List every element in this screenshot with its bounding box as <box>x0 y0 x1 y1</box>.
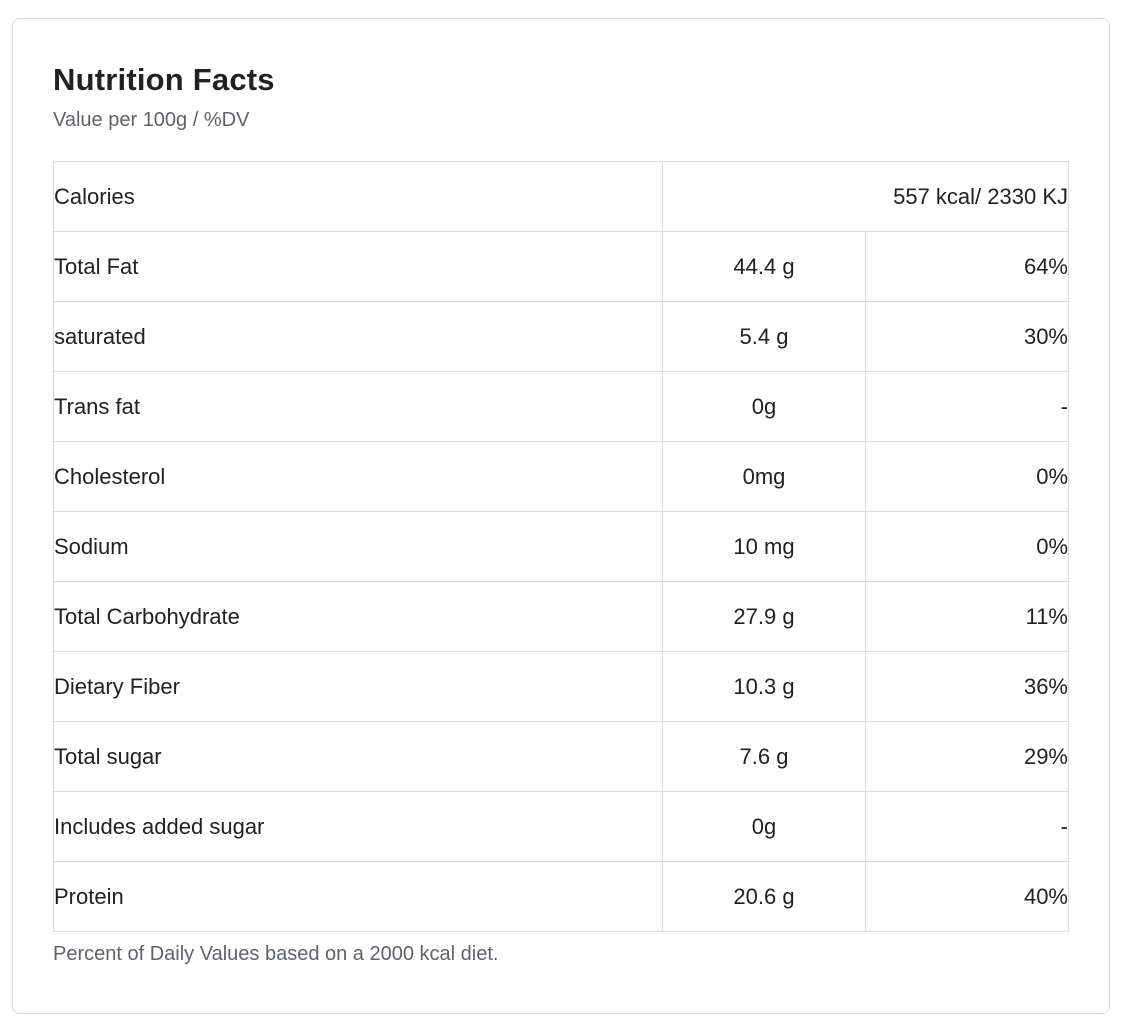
row-value: 5.4 g <box>662 301 866 372</box>
table-row: Total Fat 44.4 g 64% <box>53 231 1069 302</box>
row-dv: 40% <box>865 861 1069 932</box>
row-value: 10 mg <box>662 511 866 582</box>
row-label: Trans fat <box>53 371 663 442</box>
page-title: Nutrition Facts <box>53 62 275 97</box>
table-row: Sodium 10 mg 0% <box>53 511 1069 582</box>
table-row: Protein 20.6 g 40% <box>53 861 1069 932</box>
nutrient-rows: Calories 557 kcal/ 2330 KJ Total Fat 44.… <box>53 161 1069 932</box>
table-row: Total Carbohydrate 27.9 g 11% <box>53 581 1069 652</box>
row-label: Total Fat <box>53 231 663 302</box>
nutrition-table: Calories 557 kcal/ 2330 KJ Total Fat 44.… <box>53 161 1069 932</box>
row-value: 20.6 g <box>662 861 866 932</box>
row-value: 27.9 g <box>662 581 866 652</box>
calories-value: 557 kcal/ 2330 KJ <box>662 161 1069 232</box>
row-dv: 29% <box>865 721 1069 792</box>
row-dv: 64% <box>865 231 1069 302</box>
table-row: Dietary Fiber 10.3 g 36% <box>53 651 1069 722</box>
row-value: 0g <box>662 791 866 862</box>
table-row: saturated 5.4 g 30% <box>53 301 1069 372</box>
row-label: Includes added sugar <box>53 791 663 862</box>
row-label: Cholesterol <box>53 441 663 512</box>
table-row: Includes added sugar 0g - <box>53 791 1069 862</box>
row-label: Dietary Fiber <box>53 651 663 722</box>
row-value: 10.3 g <box>662 651 866 722</box>
row-dv: 0% <box>865 511 1069 582</box>
daily-values-footnote: Percent of Daily Values based on a 2000 … <box>53 943 499 965</box>
row-value: 44.4 g <box>662 231 866 302</box>
page-subtitle: Value per 100g / %DV <box>53 109 250 131</box>
row-dv: 0% <box>865 441 1069 512</box>
row-value: 0g <box>662 371 866 442</box>
nutrition-facts-card: Nutrition Facts Value per 100g / %DV Cal… <box>12 18 1110 1014</box>
row-label: Sodium <box>53 511 663 582</box>
row-label: Total Carbohydrate <box>53 581 663 652</box>
row-dv: - <box>865 791 1069 862</box>
row-value: 7.6 g <box>662 721 866 792</box>
table-row: Trans fat 0g - <box>53 371 1069 442</box>
row-dv: 36% <box>865 651 1069 722</box>
calories-row: Calories 557 kcal/ 2330 KJ <box>53 161 1069 232</box>
row-dv: 30% <box>865 301 1069 372</box>
row-label: Calories <box>53 161 663 232</box>
row-label: saturated <box>53 301 663 372</box>
row-dv: - <box>865 371 1069 442</box>
row-label: Protein <box>53 861 663 932</box>
row-value: 0mg <box>662 441 866 512</box>
table-row: Cholesterol 0mg 0% <box>53 441 1069 512</box>
row-label: Total sugar <box>53 721 663 792</box>
row-dv: 11% <box>865 581 1069 652</box>
table-row: Total sugar 7.6 g 29% <box>53 721 1069 792</box>
